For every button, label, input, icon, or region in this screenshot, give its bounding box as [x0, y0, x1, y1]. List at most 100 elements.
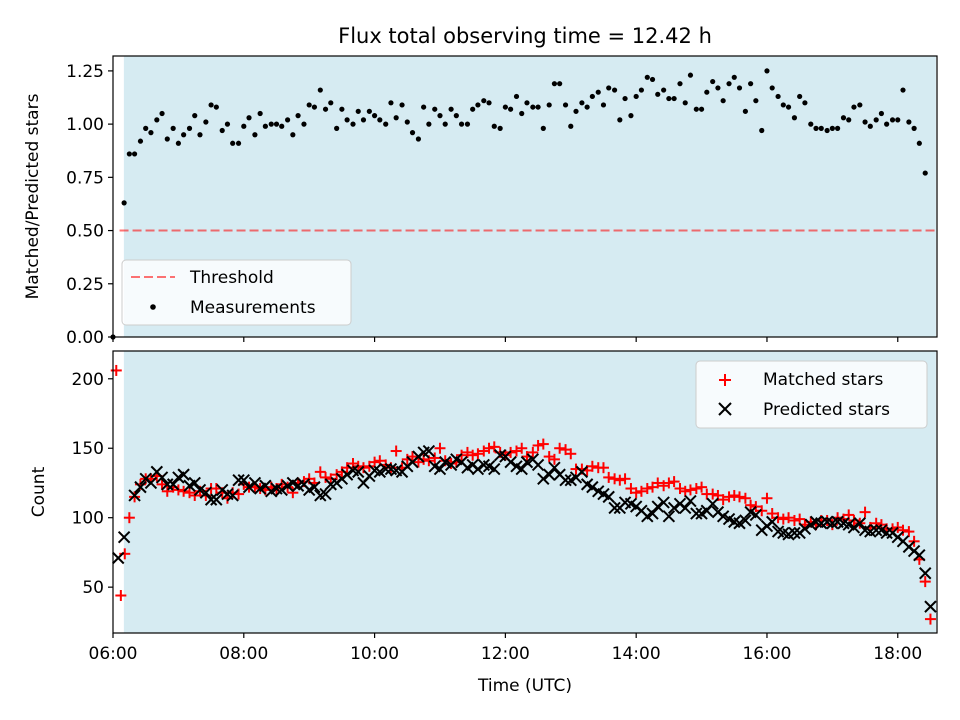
- measurement-point: [235, 140, 242, 146]
- measurement-point: [720, 98, 726, 104]
- top-y-tick-label: 0.25: [66, 275, 104, 295]
- predicted-star-point: [586, 480, 599, 494]
- measurement-point: [404, 119, 410, 125]
- measurement-point: [851, 104, 857, 110]
- measurement-point: [677, 81, 683, 87]
- measurement-point: [203, 119, 209, 125]
- measurement-point: [644, 74, 650, 80]
- measurement-point: [808, 121, 814, 127]
- measurement-point: [197, 132, 203, 138]
- measurement-point: [508, 106, 514, 112]
- predicted-star-point: [166, 478, 180, 491]
- top-legend: Threshold Measurements: [121, 259, 352, 326]
- measurement-point: [295, 113, 301, 119]
- matched-legend-label: Matched stars: [763, 370, 883, 390]
- measurement-point: [481, 98, 487, 104]
- top-y-tick-label: 0.00: [66, 328, 104, 348]
- top-legend-box: [121, 259, 352, 326]
- measurement-point: [530, 104, 536, 110]
- x-tick-label: 16:00: [742, 644, 791, 664]
- matched-star-point: [756, 505, 768, 517]
- predicted-star-point: [504, 455, 517, 469]
- measurement-point: [785, 104, 792, 110]
- measurement-point: [311, 104, 318, 110]
- predicted-star-point: [679, 501, 692, 515]
- measurement-point: [551, 81, 558, 87]
- matched-star-point: [548, 453, 560, 465]
- top-y-tick-label: 0.75: [66, 168, 104, 188]
- predicted-star-point: [112, 551, 125, 565]
- matched-star-point: [483, 442, 495, 454]
- matched-star-point: [407, 451, 419, 463]
- measurement-point: [589, 93, 595, 100]
- measurement-point: [704, 89, 710, 95]
- predicted-star-point: [662, 510, 676, 523]
- measurement-point: [775, 93, 781, 100]
- matched-star-point: [668, 476, 680, 488]
- matched-star-point: [614, 474, 626, 486]
- matched-star-point: [532, 439, 544, 451]
- predicted-star-point: [853, 517, 867, 530]
- measurement-point: [399, 102, 405, 108]
- measurement-point: [497, 125, 503, 131]
- matched-star-point: [788, 514, 800, 526]
- predicted-star-point: [210, 493, 223, 506]
- measurement-point: [475, 102, 481, 108]
- measurement-point: [759, 127, 765, 134]
- bottom-y-tick-label: 200: [72, 370, 104, 390]
- measurement-point: [568, 123, 574, 129]
- measurement-point: [426, 121, 432, 127]
- matched-star-point: [690, 483, 702, 495]
- measurements-legend-swatch: [150, 304, 156, 310]
- predicted-star-point: [128, 489, 141, 502]
- measurement-point: [317, 87, 323, 93]
- matched-star-point: [641, 483, 653, 495]
- measurement-point: [906, 119, 912, 125]
- matched-star-point: [919, 576, 931, 588]
- matched-star-point: [429, 452, 441, 464]
- predicted-star-point: [667, 501, 681, 515]
- measurement-point: [867, 123, 873, 129]
- predicted-star-point: [352, 465, 365, 479]
- predicted-star-point: [488, 462, 501, 476]
- matched-star-point: [794, 513, 806, 525]
- measurement-point: [213, 104, 219, 110]
- measurement-point: [638, 87, 645, 93]
- measurement-point: [573, 108, 579, 114]
- predicted-star-point: [657, 496, 670, 509]
- measurement-point: [513, 93, 520, 100]
- matched-star-point: [434, 442, 446, 454]
- predicted-star-point: [531, 458, 545, 472]
- bottom-y-tick-label: 50: [82, 578, 104, 598]
- chart-title: Flux total observing time = 12.42 h: [338, 24, 712, 48]
- top-y-ticks: 0.00 0.25 0.50 0.75 1.00 1.25: [66, 62, 113, 348]
- measurement-point: [769, 85, 775, 91]
- measurement-point: [742, 108, 748, 114]
- predicted-legend-swatch: [718, 402, 732, 416]
- measurement-point: [290, 132, 296, 138]
- matched-star-point: [472, 448, 484, 460]
- predicted-star-point: [226, 489, 239, 502]
- matched-star-point: [652, 477, 664, 489]
- predicted-star-point: [788, 526, 801, 540]
- measurement-point: [262, 123, 268, 129]
- predicted-star-point: [161, 478, 174, 491]
- measurement-point: [131, 151, 138, 157]
- matched-star-point: [597, 462, 609, 474]
- matched-star-point: [783, 512, 795, 524]
- matched-star-point: [537, 438, 549, 450]
- measurement-point: [181, 132, 187, 138]
- measurement-point: [322, 106, 329, 112]
- measurement-point: [366, 108, 372, 114]
- predicted-star-point: [690, 507, 703, 520]
- predicted-star-point: [913, 548, 926, 562]
- measurement-point: [334, 125, 340, 131]
- measurement-point: [802, 100, 808, 106]
- measurement-point: [524, 100, 530, 106]
- measurements-legend-label: Measurements: [190, 298, 316, 318]
- matched-legend-swatch: [719, 374, 731, 386]
- top-plot-frame: [112, 55, 938, 338]
- matched-star-point: [619, 473, 631, 485]
- measurement-point: [437, 113, 443, 119]
- top-x-ticks: [112, 337, 899, 342]
